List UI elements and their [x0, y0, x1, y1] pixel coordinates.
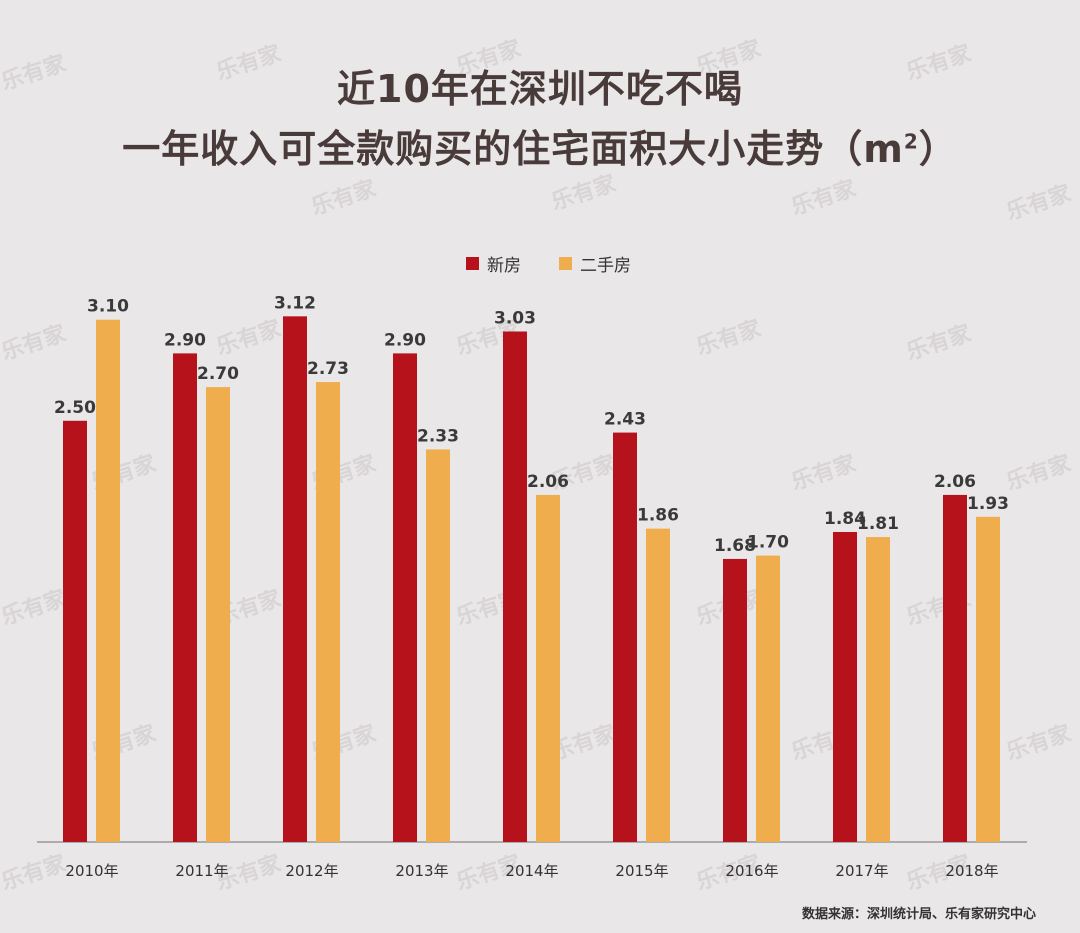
data-label: 2.33 [417, 426, 459, 446]
x-tick-label: 2013年 [395, 862, 448, 880]
chart-title-line2: 一年收入可全款购买的住宅面积大小走势（m2） [0, 118, 1080, 173]
data-label: 1.84 [824, 509, 866, 529]
data-label: 2.90 [164, 330, 206, 350]
bar-new-4 [503, 331, 527, 842]
data-label: 1.68 [714, 536, 756, 556]
bar-new-8 [943, 494, 967, 842]
title-main: 一年收入可全款购买的住宅面积大小走势（m [122, 127, 904, 171]
title-tail: ） [918, 127, 958, 171]
x-tick-label: 2015年 [615, 862, 668, 880]
legend-swatch-new [466, 256, 479, 270]
data-label: 2.43 [604, 410, 646, 430]
data-label: 2.73 [307, 359, 349, 379]
legend-item-second: 二手房 [559, 251, 631, 276]
legend: 新房 二手房 [466, 250, 669, 276]
data-label: 1.86 [637, 506, 679, 526]
x-tick-label: 2011年 [175, 862, 228, 880]
data-label: 1.70 [747, 533, 789, 553]
data-label: 3.10 [87, 297, 129, 317]
bar-second-6 [756, 555, 780, 842]
bar-second-0 [96, 319, 120, 842]
x-tick-label: 2016年 [725, 862, 778, 880]
bar-second-8 [976, 516, 1000, 842]
x-tick-label: 2018年 [945, 862, 998, 880]
data-label: 3.12 [274, 293, 316, 313]
bar-second-4 [536, 494, 560, 842]
bar-new-0 [63, 420, 87, 842]
data-label: 2.06 [527, 472, 569, 492]
bar-new-2 [283, 316, 307, 842]
data-label: 3.03 [494, 308, 536, 328]
legend-label-new: 新房 [487, 255, 521, 276]
source-note: 数据来源：深圳统计局、乐有家研究中心 [801, 907, 1036, 922]
bar-new-1 [173, 353, 197, 842]
data-label: 1.93 [967, 494, 1009, 514]
bar-new-7 [833, 531, 857, 842]
data-label: 2.50 [54, 398, 96, 418]
x-tick-label: 2014年 [505, 862, 558, 880]
title-superscript: 2 [903, 129, 919, 154]
bar-new-3 [393, 353, 417, 842]
bar-second-3 [426, 449, 450, 842]
bar-second-1 [206, 387, 230, 842]
data-label: 2.90 [384, 330, 426, 350]
x-tick-label: 2017年 [835, 862, 888, 880]
bar-second-5 [646, 528, 670, 842]
data-label: 1.81 [857, 514, 899, 534]
chart-title-line1: 近10年在深圳不吃不喝 [337, 67, 743, 111]
data-label: 2.70 [197, 364, 239, 384]
bar-new-6 [723, 558, 747, 842]
data-label: 2.06 [934, 472, 976, 492]
legend-label-second: 二手房 [580, 255, 631, 276]
legend-swatch-second [559, 256, 572, 270]
bar-second-2 [316, 382, 340, 842]
x-tick-label: 2010年 [65, 862, 118, 880]
x-tick-label: 2012年 [285, 862, 338, 880]
bar-second-7 [866, 537, 890, 842]
bar-new-5 [613, 432, 637, 842]
legend-item-new: 新房 [466, 251, 521, 276]
